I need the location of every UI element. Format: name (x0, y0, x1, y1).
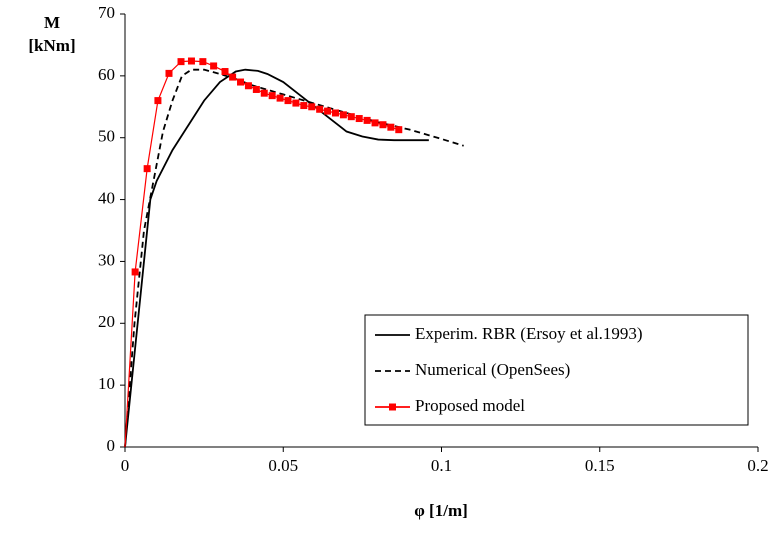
marker (324, 107, 332, 115)
y-tick-label: 50 (98, 127, 115, 146)
marker (177, 58, 185, 66)
marker (154, 97, 162, 105)
marker (252, 85, 260, 93)
x-tick-label: 0 (121, 456, 130, 475)
marker (363, 116, 371, 124)
marker (395, 126, 403, 134)
y-axis-label: M (44, 13, 60, 32)
marker (187, 57, 195, 65)
marker (316, 105, 324, 113)
y-tick-label: 20 (98, 312, 115, 331)
x-tick-label: 0.1 (431, 456, 452, 475)
marker (237, 78, 245, 86)
legend-marker (389, 403, 396, 411)
x-tick-label: 0.05 (268, 456, 298, 475)
marker (229, 73, 237, 81)
marker (260, 89, 268, 97)
series-line (124, 68, 429, 448)
marker (221, 68, 229, 76)
marker (165, 69, 173, 77)
marker (131, 268, 139, 276)
x-axis-label: φ [1/m] (414, 501, 468, 520)
x-tick-label: 0.15 (585, 456, 615, 475)
marker (339, 111, 347, 119)
marker (300, 102, 308, 110)
marker (308, 103, 316, 111)
marker (347, 113, 355, 121)
marker (210, 62, 218, 70)
y-tick-label: 60 (98, 65, 115, 84)
marker (292, 99, 300, 107)
marker (379, 121, 387, 129)
marker (331, 109, 339, 117)
marker (244, 82, 252, 90)
legend-label: Experim. RBR (Ersoy et al.1993) (415, 324, 643, 343)
legend-label: Numerical (OpenSees) (415, 360, 570, 379)
y-tick-label: 10 (98, 374, 115, 393)
marker (276, 94, 284, 102)
y-axis-label: [kNm] (28, 36, 75, 55)
marker (371, 119, 379, 127)
y-tick-label: 30 (98, 250, 115, 269)
legend (364, 314, 749, 426)
y-tick-label: 70 (98, 3, 115, 22)
x-tick-label: 0.2 (747, 456, 768, 475)
y-tick-label: 40 (98, 188, 115, 207)
marker (284, 97, 292, 105)
marker (143, 165, 151, 173)
marker (355, 115, 363, 123)
marker (268, 92, 276, 100)
marker (199, 58, 207, 66)
y-tick-label: 0 (107, 436, 116, 455)
legend-label: Proposed model (415, 396, 525, 415)
marker (387, 123, 395, 131)
